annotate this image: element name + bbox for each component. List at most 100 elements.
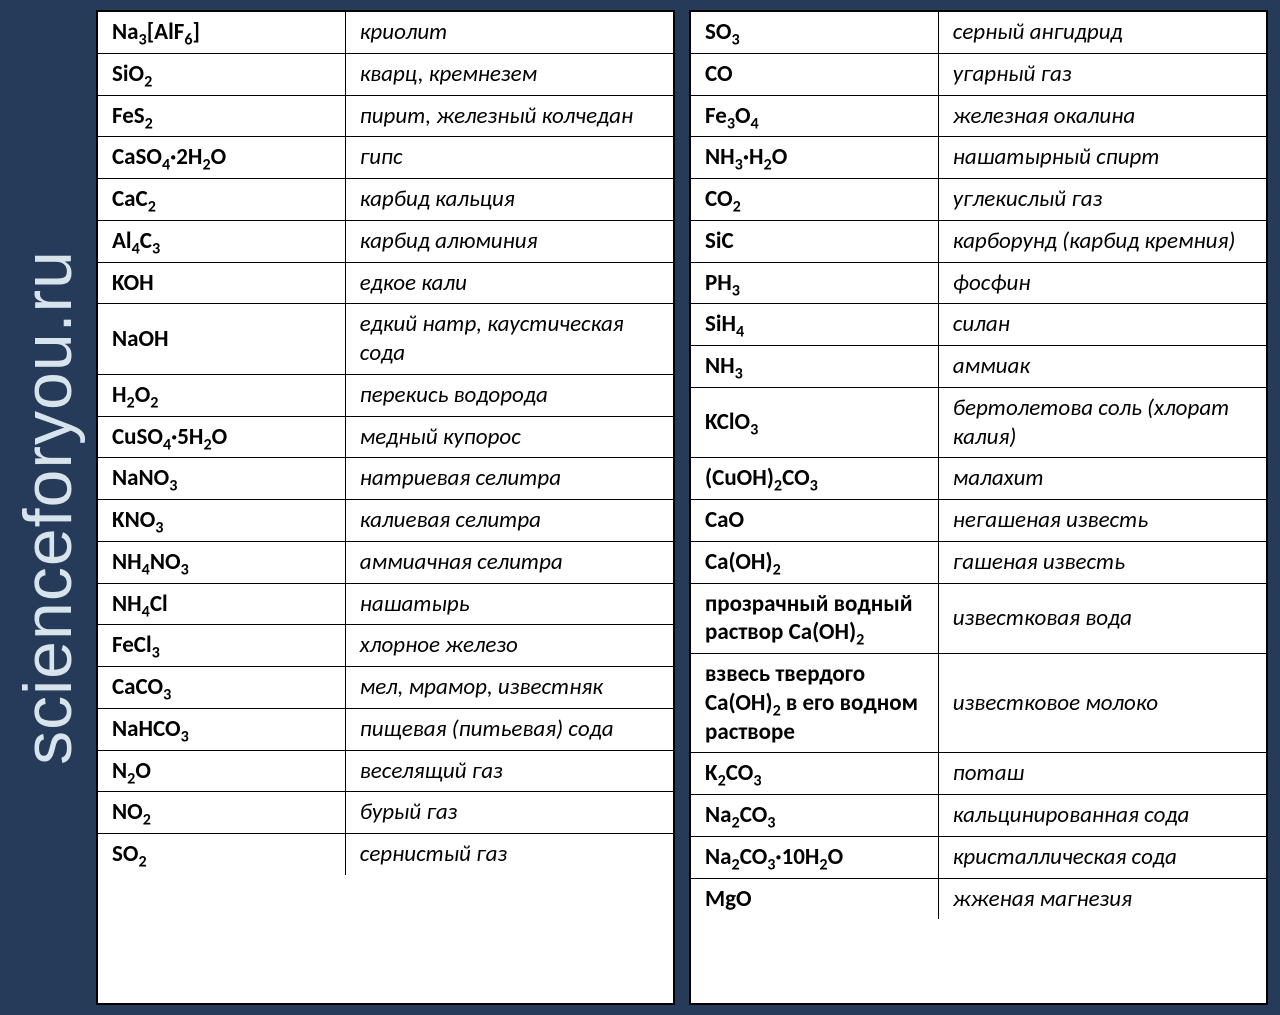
table-row: NaNO3натриевая селитра xyxy=(98,458,673,500)
table-row: CaOнегашеная известь xyxy=(691,500,1266,542)
name-cell: сернистый газ xyxy=(345,834,673,875)
formula-cell: FeS2 xyxy=(98,95,345,137)
right-table: SO3серный ангидридCOугарный газFe3O4желе… xyxy=(691,12,1266,919)
table-row: FeCl3хлорное железо xyxy=(98,625,673,667)
name-cell: едкое кали xyxy=(345,262,673,304)
table-row: SO3серный ангидрид xyxy=(691,12,1266,53)
name-cell: криолит xyxy=(345,12,673,53)
formula-cell: Na2CO3·10H2O xyxy=(691,836,938,878)
name-cell: негашеная известь xyxy=(938,500,1266,542)
name-cell: карбид кальция xyxy=(345,179,673,221)
table-row: Ca(OH)2гашеная известь xyxy=(691,541,1266,583)
formula-cell: KClO3 xyxy=(691,387,938,458)
name-cell: пищевая (питьевая) сода xyxy=(345,708,673,750)
formula-cell: NH4NO3 xyxy=(98,541,345,583)
formula-cell: CaC2 xyxy=(98,179,345,221)
formula-cell: (CuOH)2CO3 xyxy=(691,458,938,500)
name-cell: фосфин xyxy=(938,262,1266,304)
table-row: NH4Clнашатырь xyxy=(98,583,673,625)
name-cell: поташ xyxy=(938,753,1266,795)
formula-cell: N2O xyxy=(98,750,345,792)
table-row: COугарный газ xyxy=(691,53,1266,95)
formula-cell: K2CO3 xyxy=(691,753,938,795)
name-cell: малахит xyxy=(938,458,1266,500)
left-table: Na3[AlF6]криолитSiO2кварц, кремнеземFeS2… xyxy=(98,12,673,875)
table-row: (CuOH)2CO3малахит xyxy=(691,458,1266,500)
name-cell: гипс xyxy=(345,137,673,179)
table-row: SiCкарборунд (карбид кремния) xyxy=(691,220,1266,262)
name-cell: гашеная известь xyxy=(938,541,1266,583)
table-row: прозрачный водный раствор Ca(OH)2известк… xyxy=(691,583,1266,654)
brand-text: scienceforyou.ru xyxy=(14,250,82,765)
name-cell: карбид алюминия xyxy=(345,220,673,262)
table-row: Al4C3карбид алюминия xyxy=(98,220,673,262)
formula-cell: SO3 xyxy=(691,12,938,53)
name-cell: известковая вода xyxy=(938,583,1266,654)
formula-cell: Al4C3 xyxy=(98,220,345,262)
table-row: KClO3бертолетова соль (хлорат калия) xyxy=(691,387,1266,458)
formula-cell: KNO3 xyxy=(98,500,345,542)
formula-cell: PH3 xyxy=(691,262,938,304)
name-cell: кристаллическая сода xyxy=(938,836,1266,878)
name-cell: пирит, железный колчедан xyxy=(345,95,673,137)
formula-cell: SO2 xyxy=(98,834,345,875)
name-cell: угарный газ xyxy=(938,53,1266,95)
table-row: NH3·H2Oнашатырный спирт xyxy=(691,137,1266,179)
formula-cell: NO2 xyxy=(98,792,345,834)
name-cell: едкий натр, каустическая сода xyxy=(345,304,673,375)
formula-cell: SiC xyxy=(691,220,938,262)
formula-cell: SiO2 xyxy=(98,53,345,95)
formula-cell: CO2 xyxy=(691,179,938,221)
formula-cell: MgO xyxy=(691,878,938,919)
name-cell: серный ангидрид xyxy=(938,12,1266,53)
table-row: CaCO3мел, мрамор, известняк xyxy=(98,667,673,709)
table-row: SiO2кварц, кремнезем xyxy=(98,53,673,95)
table-row: SO2сернистый газ xyxy=(98,834,673,875)
table-row: FeS2пирит, железный колчедан xyxy=(98,95,673,137)
table-row: CO2углекислый газ xyxy=(691,179,1266,221)
formula-cell: NH4Cl xyxy=(98,583,345,625)
name-cell: аммиачная селитра xyxy=(345,541,673,583)
name-cell: перекись водорода xyxy=(345,374,673,416)
name-cell: кальцинированная сода xyxy=(938,795,1266,837)
table-row: Na2CO3кальцинированная сода xyxy=(691,795,1266,837)
name-cell: медный купорос xyxy=(345,416,673,458)
formula-cell: NaOH xyxy=(98,304,345,375)
formula-cell: NaHCO3 xyxy=(98,708,345,750)
formula-cell: H2O2 xyxy=(98,374,345,416)
name-cell: кварц, кремнезем xyxy=(345,53,673,95)
table-row: взвесь твердого Ca(OH)2 в его водном рас… xyxy=(691,654,1266,753)
formula-cell: CaSO4·2H2O xyxy=(98,137,345,179)
name-cell: силан xyxy=(938,304,1266,346)
table-row: NaHCO3пищевая (питьевая) сода xyxy=(98,708,673,750)
formula-cell: CO xyxy=(691,53,938,95)
table-row: NH4NO3аммиачная селитра xyxy=(98,541,673,583)
formula-cell: CaCO3 xyxy=(98,667,345,709)
table-row: KOHедкое кали xyxy=(98,262,673,304)
right-table-panel: SO3серный ангидридCOугарный газFe3O4желе… xyxy=(689,10,1268,1005)
formula-cell: взвесь твердого Ca(OH)2 в его водном рас… xyxy=(691,654,938,753)
table-row: CaC2карбид кальция xyxy=(98,179,673,221)
table-row: NH3аммиак xyxy=(691,346,1266,388)
content-area: Na3[AlF6]криолитSiO2кварц, кремнеземFeS2… xyxy=(96,0,1280,1015)
table-row: NO2бурый газ xyxy=(98,792,673,834)
table-row: NaOHедкий натр, каустическая сода xyxy=(98,304,673,375)
name-cell: бертолетова соль (хлорат калия) xyxy=(938,387,1266,458)
name-cell: аммиак xyxy=(938,346,1266,388)
name-cell: мел, мрамор, известняк xyxy=(345,667,673,709)
name-cell: жженая магнезия xyxy=(938,878,1266,919)
formula-cell: CaO xyxy=(691,500,938,542)
formula-cell: NH3·H2O xyxy=(691,137,938,179)
name-cell: веселящий газ xyxy=(345,750,673,792)
left-table-panel: Na3[AlF6]криолитSiO2кварц, кремнеземFeS2… xyxy=(96,10,675,1005)
formula-cell: Ca(OH)2 xyxy=(691,541,938,583)
name-cell: карборунд (карбид кремния) xyxy=(938,220,1266,262)
formula-cell: NH3 xyxy=(691,346,938,388)
name-cell: железная окалина xyxy=(938,95,1266,137)
table-row: CaSO4·2H2Oгипс xyxy=(98,137,673,179)
table-row: SiH4силан xyxy=(691,304,1266,346)
table-row: PH3фосфин xyxy=(691,262,1266,304)
name-cell: бурый газ xyxy=(345,792,673,834)
name-cell: натриевая селитра xyxy=(345,458,673,500)
table-row: N2Oвеселящий газ xyxy=(98,750,673,792)
